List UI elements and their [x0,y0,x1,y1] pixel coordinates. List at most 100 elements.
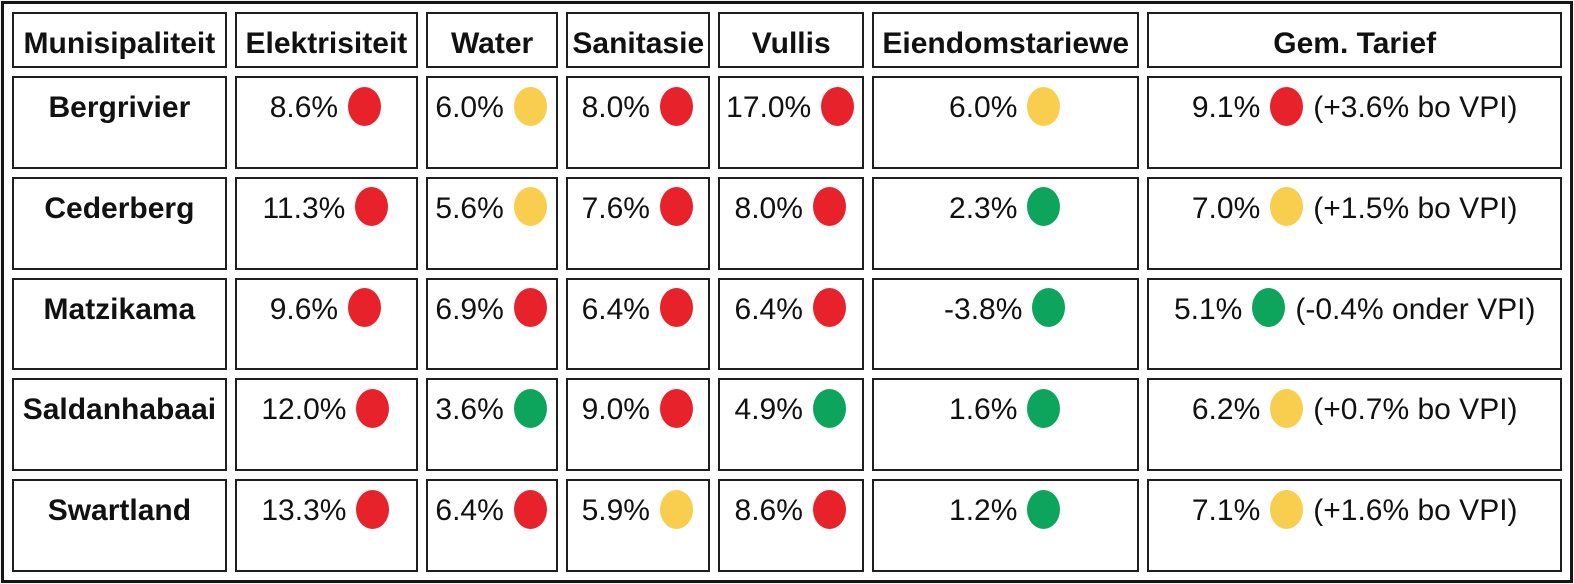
tariff-value: 5.6% [435,191,504,225]
municipality-name: Cederberg [12,176,227,270]
tariff-value: -3.8% [944,292,1023,326]
tariff-value: 9.0% [581,393,650,427]
status-dot-red-icon [659,288,693,328]
tariff-cell-water: 6.4% [426,479,559,572]
status-dot-red-icon [356,489,390,529]
tariff-value: 6.4% [435,494,504,528]
status-dot-green-icon [1027,388,1061,428]
tariff-cell-electricity: 13.3% [234,479,419,572]
municipal-tariff-table: Munisipaliteit Elektrisiteit Water Sanitasi… [4,4,1570,580]
tariff-cell-avg: 5.1% (-0.4% onder VPI) [1147,277,1562,371]
tariff-cell-property: 1.2% [872,479,1140,572]
tariff-cell-sanitation: 8.0% [566,76,711,169]
status-dot-red-icon [348,288,382,328]
vpi-comparison-note: (+1.5% bo VPI) [1313,191,1518,225]
status-dot-red-icon [1270,86,1304,126]
tariff-value: 8.0% [581,91,650,124]
tariff-cell-sanitation: 5.9% [566,479,711,572]
tariff-cell-water: 5.6% [426,176,559,270]
tariff-cell-water: 6.0% [426,76,559,169]
tariff-cell-refuse: 17.0% [718,76,865,169]
municipality-name: Saldanhabaai [12,378,227,472]
table-row: Swartland 13.3% 6.4% 5.9% 8.6% 1.2% 7.1% (+1.6%… [12,479,1562,572]
status-dot-red-icon [513,489,547,529]
status-dot-red-icon [659,86,693,126]
status-dot-yellow-icon [1270,489,1304,529]
tariff-value: 1.2% [949,494,1018,528]
table-row: Matzikama 9.6% 6.9% 6.4% 6.4% -3.8% 5.1% (-0.4%… [12,277,1562,371]
status-dot-green-icon [1027,187,1061,227]
tariff-cell-refuse: 8.6% [718,479,865,572]
tariff-cell-avg: 7.1% (+1.6% bo VPI) [1147,479,1562,572]
column-header-refuse: Vullis [718,12,865,68]
status-dot-yellow-icon [513,86,547,126]
tariff-value: 6.0% [949,91,1018,124]
status-dot-red-icon [355,187,389,227]
tariff-value: 6.2% [1191,393,1261,427]
vpi-comparison-note: (+1.6% bo VPI) [1313,494,1518,528]
status-dot-red-icon [348,86,382,126]
status-dot-green-icon [1252,288,1286,328]
tariff-value: 8.6% [734,494,803,528]
status-dot-red-icon [659,388,693,428]
tariff-cell-refuse: 4.9% [718,378,865,472]
tariff-cell-water: 6.9% [426,277,559,371]
column-header-electricity: Elektrisiteit [234,12,419,68]
status-dot-green-icon [1027,489,1061,529]
vpi-comparison-note: (+3.6% bo VPI) [1313,91,1518,124]
status-dot-yellow-icon [659,489,693,529]
table-row: Saldanhabaai 12.0% 3.6% 9.0% 4.9% 1.6% 6.2% (+0… [12,378,1562,472]
tariff-value: 6.4% [581,292,650,326]
status-dot-yellow-icon [1027,86,1061,126]
status-dot-red-icon [821,86,855,126]
status-dot-red-icon [812,489,846,529]
tariff-cell-avg: 6.2% (+0.7% bo VPI) [1147,378,1562,472]
municipality-name: Swartland [12,479,227,572]
tariff-cell-property: 1.6% [872,378,1140,472]
tariff-value: 2.3% [949,191,1018,225]
column-header-municipality: Munisipaliteit [12,12,227,68]
tariff-cell-electricity: 11.3% [234,176,419,270]
table-body: Bergrivier 8.6% 6.0% 8.0% 17.0% 6.0% 9.1% (+3.6… [12,76,1562,572]
tariff-value: 12.0% [261,393,347,427]
column-header-water: Water [426,12,559,68]
tariff-cell-sanitation: 6.4% [566,277,711,371]
tariff-value: 17.0% [726,91,812,124]
tariff-value: 9.6% [269,292,339,326]
status-dot-yellow-icon [513,187,547,227]
tariff-value: 8.6% [269,91,339,124]
tariff-value: 8.0% [734,191,803,225]
tariff-value: 7.1% [1191,494,1261,528]
tariff-value: 9.1% [1191,91,1261,124]
tariff-cell-property: -3.8% [872,277,1140,371]
tariff-cell-sanitation: 7.6% [566,176,711,270]
status-dot-red-icon [812,288,846,328]
tariff-value: 13.3% [261,494,347,528]
column-header-property: Eiendomstariewe [872,12,1140,68]
tariff-value: 7.6% [581,191,650,225]
tariff-cell-property: 2.3% [872,176,1140,270]
tariff-value: 7.0% [1191,191,1261,225]
header-row: Munisipaliteit Elektrisiteit Water Sanitasi… [12,12,1562,68]
vpi-comparison-note: (-0.4% onder VPI) [1295,292,1536,326]
status-dot-red-icon [812,187,846,227]
tariff-value: 4.9% [734,393,803,427]
tariff-value: 3.6% [435,393,504,427]
status-dot-green-icon [812,388,846,428]
table-row: Bergrivier 8.6% 6.0% 8.0% 17.0% 6.0% 9.1% (+3.6… [12,76,1562,169]
municipality-name: Matzikama [12,277,227,371]
tariff-value: 5.9% [581,494,650,528]
tariff-cell-water: 3.6% [426,378,559,472]
status-dot-yellow-icon [1270,388,1304,428]
tariff-value: 11.3% [262,191,346,225]
tariff-cell-sanitation: 9.0% [566,378,711,472]
status-dot-yellow-icon [1270,187,1304,227]
tariff-cell-electricity: 12.0% [234,378,419,472]
tariff-value: 6.0% [435,91,504,124]
tariff-cell-avg: 9.1% (+3.6% bo VPI) [1147,76,1562,169]
column-header-avg: Gem. Tarief [1147,12,1562,68]
table-row: Cederberg 11.3% 5.6% 7.6% 8.0% 2.3% 7.0% (+1.5%… [12,176,1562,270]
status-dot-red-icon [356,388,390,428]
tariff-cell-avg: 7.0% (+1.5% bo VPI) [1147,176,1562,270]
